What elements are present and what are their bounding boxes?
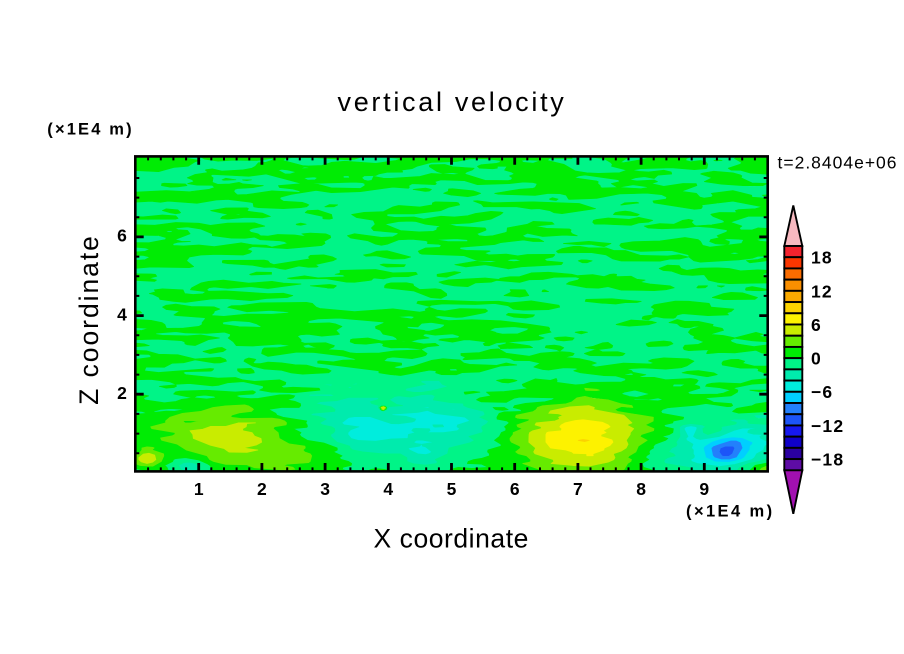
svg-text:X coordinate: X coordinate (374, 523, 529, 553)
svg-text:4: 4 (383, 479, 393, 499)
svg-text:5: 5 (447, 479, 457, 499)
svg-text:Z coordinate: Z coordinate (74, 234, 104, 405)
svg-text:4: 4 (117, 304, 127, 324)
svg-text:18: 18 (811, 248, 833, 268)
svg-text:−18: −18 (811, 450, 844, 470)
svg-text:(×1E4 m): (×1E4 m) (686, 503, 774, 521)
svg-text:vertical velocity: vertical velocity (338, 87, 567, 117)
svg-text:2: 2 (257, 479, 267, 499)
svg-text:3: 3 (320, 479, 330, 499)
svg-text:7: 7 (573, 479, 583, 499)
svg-text:12: 12 (811, 281, 833, 301)
svg-text:6: 6 (510, 479, 520, 499)
svg-text:2: 2 (117, 383, 127, 403)
svg-text:−12: −12 (811, 416, 844, 436)
svg-text:6: 6 (811, 315, 822, 335)
svg-text:(×1E4 m): (×1E4 m) (47, 121, 133, 139)
svg-text:9: 9 (699, 479, 709, 499)
svg-text:−6: −6 (811, 382, 833, 402)
svg-text:t=2.8404e+06: t=2.8404e+06 (778, 153, 898, 173)
svg-text:0: 0 (811, 349, 822, 369)
svg-text:6: 6 (117, 226, 127, 246)
svg-text:8: 8 (636, 479, 646, 499)
svg-text:1: 1 (194, 479, 204, 499)
